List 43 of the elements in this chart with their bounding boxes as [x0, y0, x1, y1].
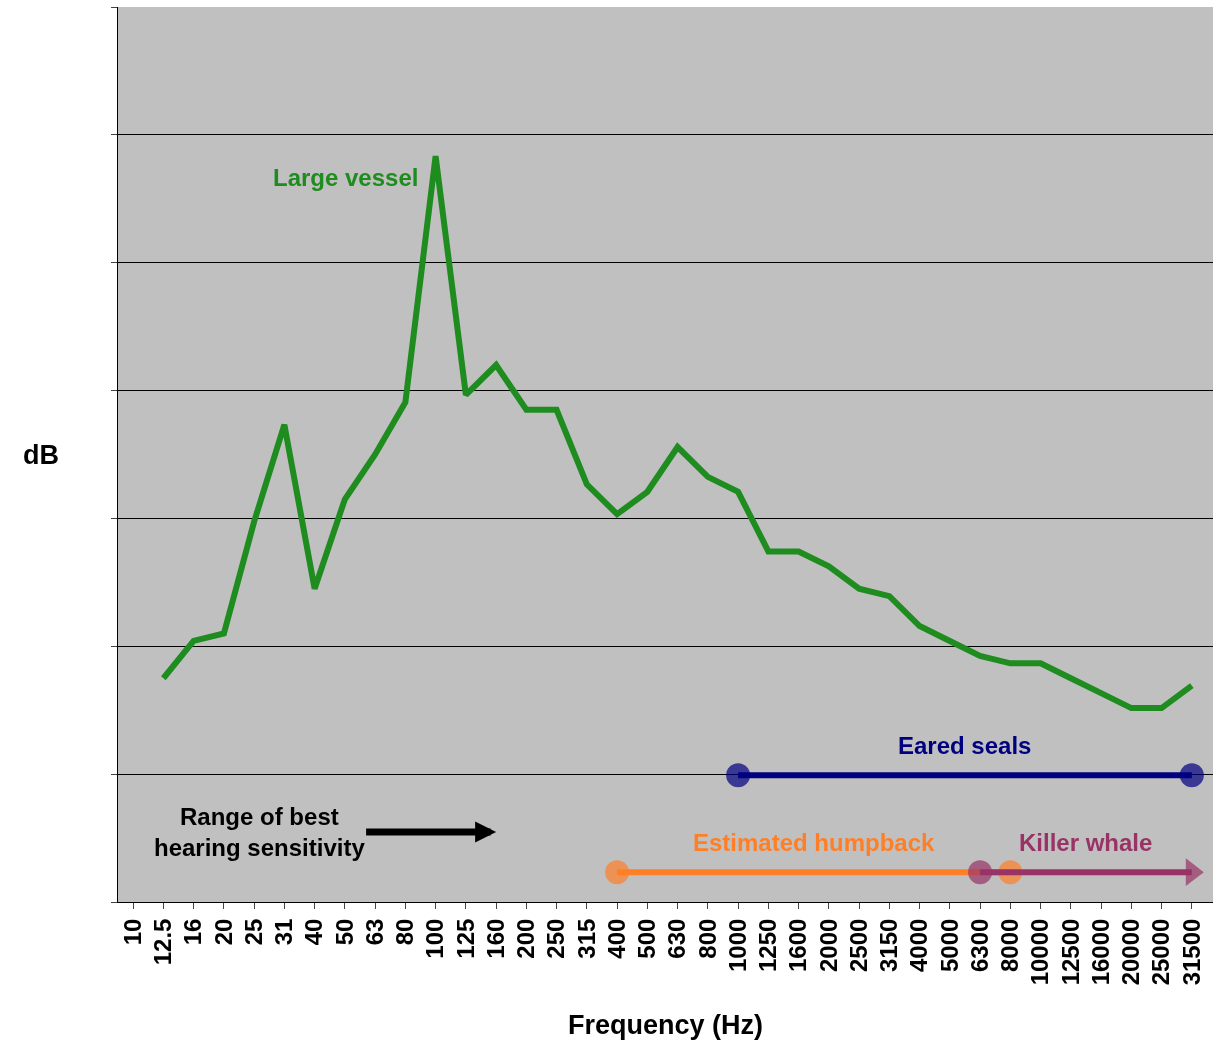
x-tick-label: 2500 [844, 918, 872, 972]
x-tick-label: 1000 [723, 918, 751, 972]
series-label: Large vessel [273, 164, 419, 191]
x-tick-label: 500 [633, 918, 661, 959]
x-tick-label: 4000 [905, 918, 933, 972]
x-tick-label: 1250 [754, 918, 782, 972]
x-tick-label: 160 [481, 918, 509, 959]
x-tick-label: 800 [693, 918, 721, 959]
series-label: Estimated humpback [693, 829, 936, 856]
x-tick-label: 40 [300, 918, 328, 946]
x-axis-title: Frequency (Hz) [567, 1009, 764, 1040]
x-tick-label: 20000 [1117, 918, 1145, 986]
x-tick-label: 315 [572, 918, 600, 959]
x-tick-label: 25000 [1147, 918, 1175, 986]
x-tick-label: 63 [360, 918, 388, 946]
x-tick-label: 50 [330, 918, 358, 946]
x-tick-label: 31500 [1177, 918, 1205, 986]
x-tick-label: 80 [391, 918, 419, 946]
x-tick-label: 630 [663, 918, 691, 959]
x-tick-label: 8000 [996, 918, 1024, 972]
annotation: Range of best hearing sensitivity [154, 803, 366, 862]
x-tick-label: 400 [602, 918, 630, 959]
series-label: Eared seals [898, 732, 1032, 759]
x-tick-label: 31 [270, 918, 298, 946]
x-tick-label: 12.5 [149, 918, 177, 966]
x-tick-label: 1600 [784, 918, 812, 972]
x-tick-label: 3150 [875, 918, 903, 972]
x-tick-label: 125 [451, 918, 479, 959]
x-tick-label: 6300 [965, 918, 993, 972]
x-tick-label: 200 [512, 918, 540, 959]
x-tick-label: 12500 [1056, 918, 1084, 986]
x-tick-label: 16 [179, 918, 207, 946]
x-tick-label: 25 [239, 918, 267, 946]
y-axis-title: dB [23, 440, 59, 470]
x-tick-label: 16000 [1086, 918, 1114, 986]
x-tick-label: 10000 [1026, 918, 1054, 986]
x-tick-label: 5000 [935, 918, 963, 972]
x-tick-label: 250 [542, 918, 570, 959]
x-tick-label: 10 [118, 918, 146, 946]
x-tick-label: 20 [209, 918, 237, 946]
series-label: Killer whale [1019, 829, 1153, 856]
x-tick-label: 100 [421, 918, 449, 959]
x-tick-label: 2000 [814, 918, 842, 972]
